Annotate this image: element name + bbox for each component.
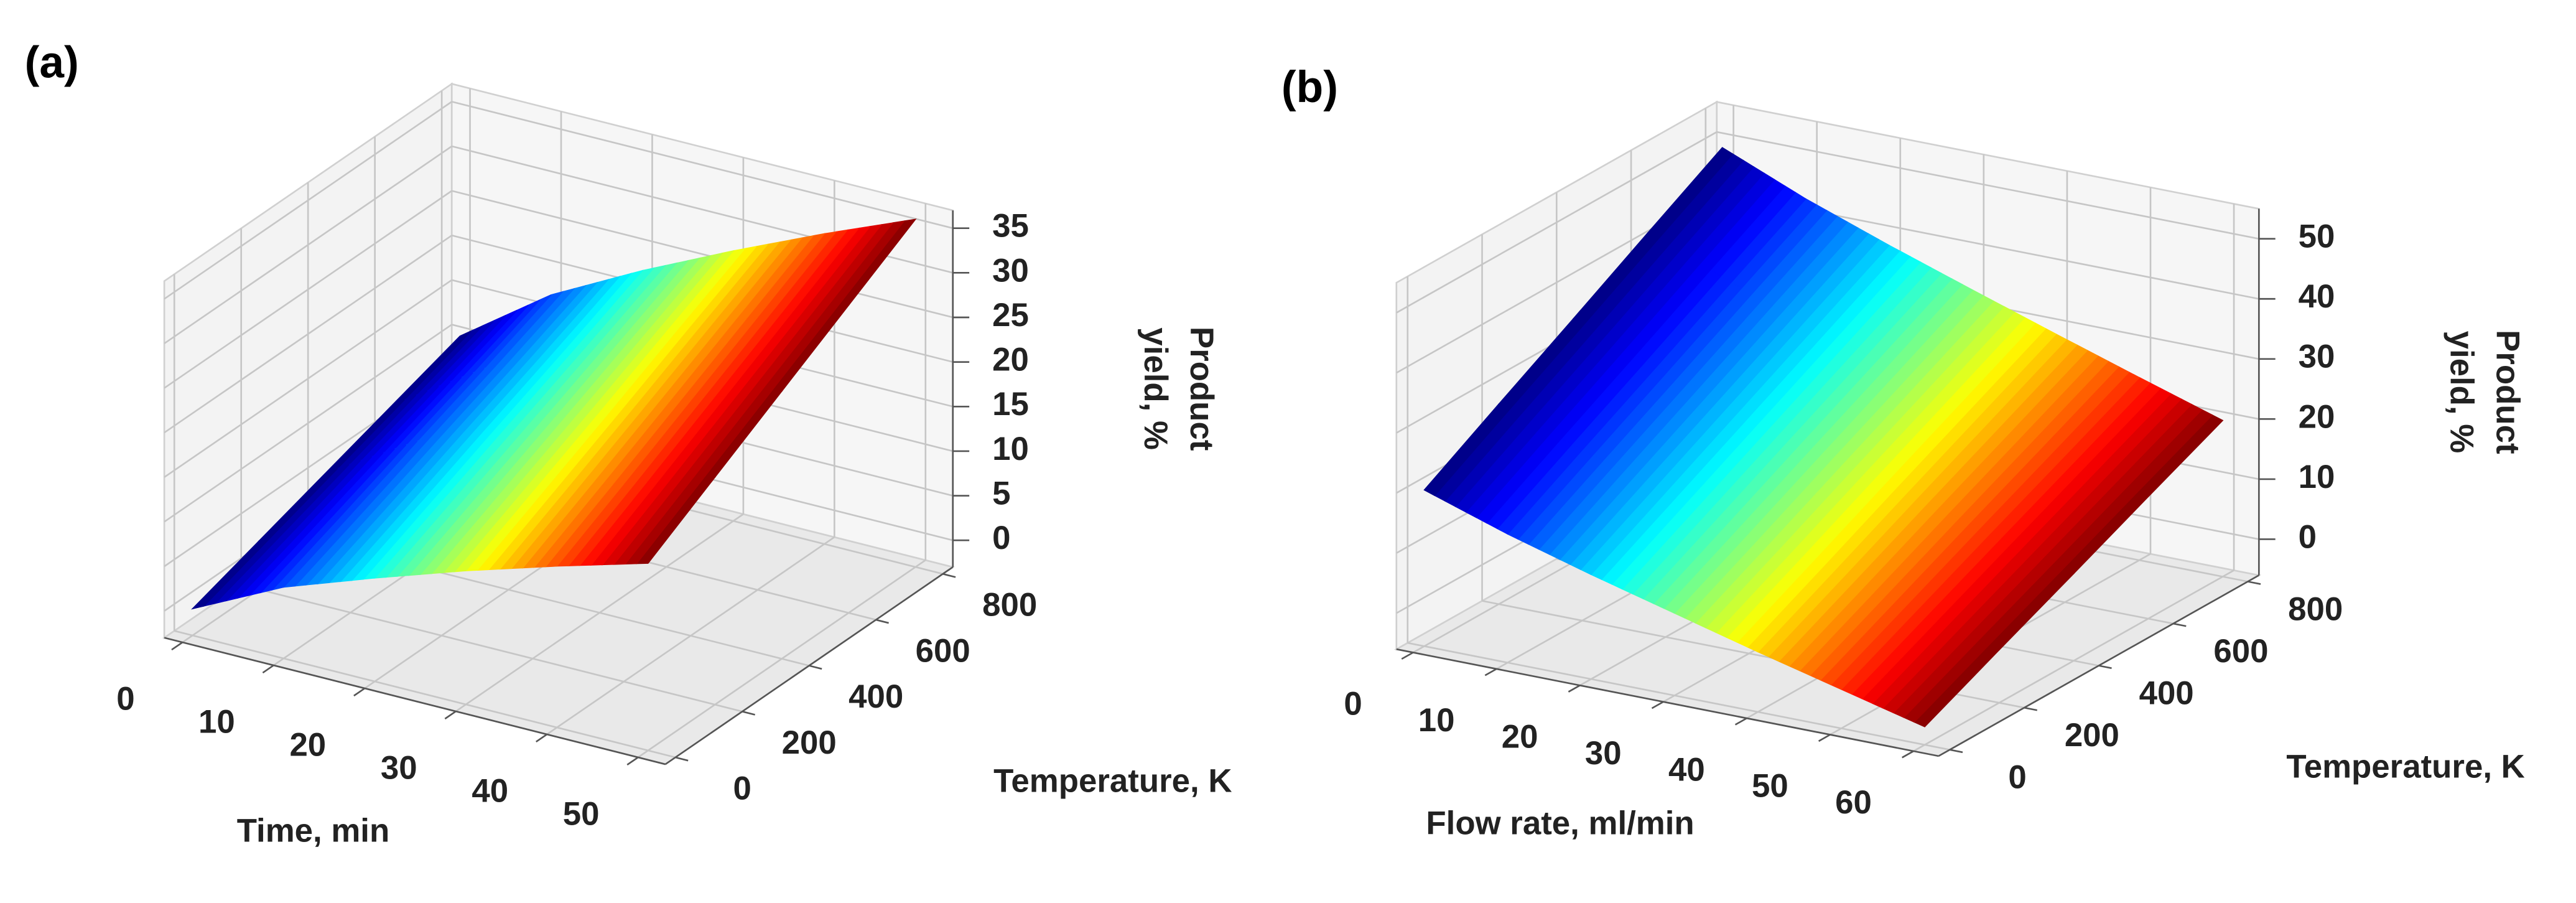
grid-line <box>1716 131 2259 240</box>
x-tick-label: 30 <box>381 749 417 786</box>
y-tick <box>2024 706 2038 711</box>
z-tick-label: 35 <box>992 208 1029 245</box>
x-tick <box>262 664 274 674</box>
y-tick-label: 0 <box>2008 759 2026 796</box>
x-tick-label: 60 <box>1835 784 1872 821</box>
surface-patch <box>191 536 272 610</box>
z-axis-label: yield, % <box>1137 327 1174 450</box>
z-axis-label: Product <box>1183 327 1220 451</box>
x-tick-label: 40 <box>472 772 508 809</box>
x-tick <box>1651 701 1664 709</box>
y-tick <box>742 711 755 716</box>
y-tick-label: 400 <box>2139 675 2194 711</box>
grid-line <box>164 190 453 389</box>
z-tick-label: 10 <box>2299 459 2335 495</box>
z-tick-label: 25 <box>992 297 1029 334</box>
z-tick-label: 15 <box>992 386 1029 423</box>
x-tick <box>1902 750 1914 759</box>
x-tick-label: 50 <box>1752 768 1788 805</box>
y-tick <box>942 573 956 578</box>
grid-line <box>1396 131 1718 314</box>
x-tick-label: 0 <box>1344 686 1362 723</box>
z-axis-label: yield, % <box>2443 331 2480 454</box>
x-tick <box>1818 734 1831 742</box>
y-tick <box>675 756 689 762</box>
x-tick <box>171 642 184 651</box>
y-tick-label: 800 <box>982 587 1037 624</box>
x-tick-label: 20 <box>289 726 326 763</box>
y-tick <box>2173 622 2187 627</box>
z-tick-label: 30 <box>2299 339 2335 375</box>
grid-line <box>164 279 453 478</box>
grid-line <box>164 145 453 345</box>
panel-label: (b) <box>1281 62 1338 112</box>
grid-line <box>174 630 676 759</box>
y-tick <box>875 619 889 624</box>
z-tick-label: 20 <box>2299 398 2335 435</box>
y-axis-label: Temperature, K <box>993 763 1232 800</box>
x-tick-label: 30 <box>1585 735 1622 772</box>
x-tick-label: 10 <box>198 703 235 740</box>
y-tick-label: 200 <box>2065 717 2119 754</box>
grid-line <box>1407 642 1950 751</box>
z-tick-label: 40 <box>2299 278 2335 315</box>
grid-line <box>451 190 954 319</box>
y-tick-label: 400 <box>849 678 903 715</box>
x-axis-label: Time, min <box>237 813 389 849</box>
z-tick-label: 5 <box>992 475 1010 512</box>
panel-label: (a) <box>25 37 79 87</box>
x-tick <box>536 733 547 743</box>
x-tick <box>1734 717 1747 726</box>
x-tick <box>1568 685 1581 693</box>
grid-line <box>164 324 453 523</box>
y-axis-label: Temperature, K <box>2286 749 2524 785</box>
x-tick-label: 40 <box>1668 751 1705 788</box>
x-tick-label: 20 <box>1502 718 1538 755</box>
x-tick-label: 50 <box>563 795 600 832</box>
x-tick-label: 10 <box>1418 702 1455 739</box>
y-tick <box>2098 665 2112 669</box>
x-tick <box>626 756 639 766</box>
x-tick <box>1484 668 1497 676</box>
z-tick-label: 0 <box>2299 518 2317 555</box>
grid-line <box>451 101 954 230</box>
y-tick <box>809 665 822 670</box>
z-axis-label: Product <box>2489 330 2526 454</box>
axis-line <box>1396 648 1939 757</box>
grid-line <box>241 584 743 713</box>
y-tick-label: 0 <box>733 770 751 807</box>
z-tick-label: 0 <box>992 520 1010 556</box>
z-tick-label: 10 <box>992 431 1029 467</box>
grid-line <box>164 101 453 300</box>
x-tick <box>1401 652 1414 660</box>
y-tick <box>2248 581 2261 585</box>
grid-line <box>164 235 453 434</box>
z-tick-label: 20 <box>992 342 1029 378</box>
x-tick <box>444 710 457 720</box>
x-tick-label: 0 <box>116 680 134 717</box>
surface-patch <box>1423 403 1510 497</box>
y-tick-label: 200 <box>782 724 837 761</box>
x-axis-label: Flow rate, ml/min <box>1426 805 1694 842</box>
y-tick-label: 800 <box>2288 591 2343 627</box>
z-tick-label: 30 <box>992 252 1029 289</box>
x-tick <box>353 687 366 697</box>
axis-line <box>164 637 666 765</box>
y-tick-label: 600 <box>2213 633 2268 670</box>
y-tick <box>1950 749 1963 754</box>
z-tick-label: 50 <box>2299 218 2335 255</box>
y-tick-label: 600 <box>916 632 970 669</box>
